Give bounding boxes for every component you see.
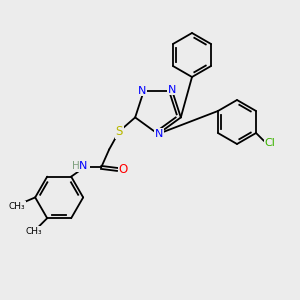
Text: HN: HN (74, 161, 89, 171)
Text: CH₃: CH₃ (9, 202, 26, 211)
Text: N: N (168, 85, 176, 94)
Text: CH₃: CH₃ (26, 227, 43, 236)
Text: N: N (138, 85, 146, 96)
Text: S: S (116, 125, 123, 138)
Text: Cl: Cl (265, 138, 275, 148)
Text: O: O (118, 163, 128, 176)
Text: N: N (79, 161, 87, 171)
Text: H: H (72, 161, 80, 171)
Text: N: N (155, 129, 163, 139)
